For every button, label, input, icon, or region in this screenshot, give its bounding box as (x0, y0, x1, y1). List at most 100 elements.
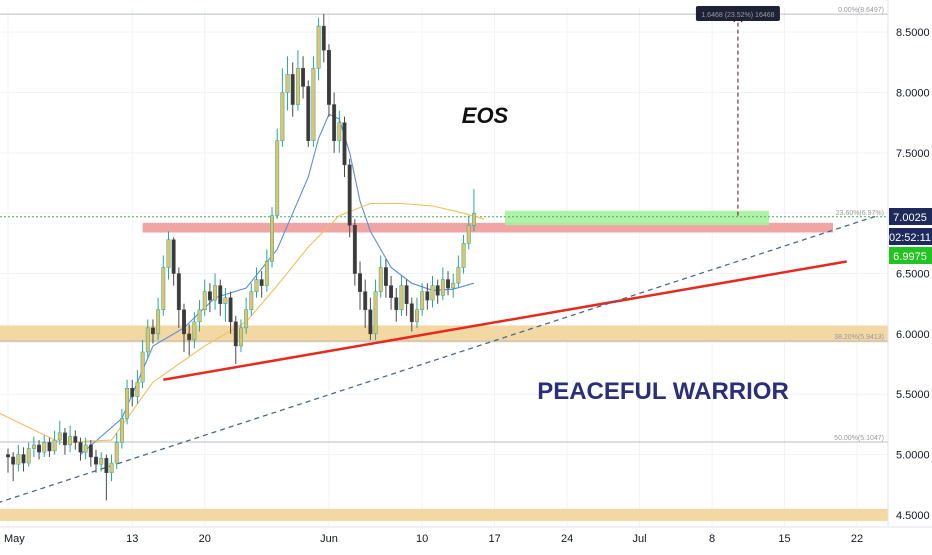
x-tick-label: Jun (320, 533, 338, 545)
candles (6, 14, 476, 501)
candle-body (42, 442, 47, 453)
candle-body (213, 285, 218, 301)
candle-body (135, 381, 140, 397)
candle-body (11, 456, 16, 465)
candle-body (166, 239, 171, 268)
x-tick-label: 10 (416, 533, 428, 545)
candle-body (352, 225, 357, 274)
candle-body (197, 309, 202, 323)
candle-body (306, 86, 311, 142)
candle-body (16, 454, 21, 465)
candle-body (73, 436, 78, 443)
candle-body (425, 291, 430, 301)
candle-body (327, 49, 331, 105)
watermark-text: PEACEFUL WARRIOR (537, 378, 789, 405)
y-tick-label: 7.5000 (896, 148, 930, 160)
candle-body (316, 25, 321, 69)
zone-support-bottom (0, 508, 888, 521)
candle-body (104, 457, 109, 473)
candle-body (228, 297, 233, 323)
candle-body (404, 285, 409, 304)
candle-body (373, 291, 378, 335)
candle-body (347, 164, 352, 226)
candle-body (161, 267, 166, 310)
candle-body (254, 279, 259, 292)
fib-label-bottom: 50.00%(5.1047) (834, 435, 884, 442)
candle-body (119, 418, 124, 443)
candle-body (249, 291, 254, 310)
candle-body (47, 442, 52, 452)
candle-body (62, 432, 67, 446)
candle-body (415, 309, 419, 323)
x-tick-label: 17 (488, 533, 500, 545)
price-zones (0, 210, 888, 521)
candle-body (52, 439, 57, 452)
x-tick-label: 15 (778, 533, 790, 545)
candle-body (337, 122, 342, 142)
candle-body (31, 444, 36, 449)
candle-body (125, 387, 130, 419)
dashed-trendline (0, 214, 878, 503)
y-tick-label: 5.5000 (896, 389, 930, 401)
candle-body (176, 273, 181, 310)
candle-body (461, 243, 466, 268)
y-tick-label: 8.0000 (896, 87, 930, 99)
candle-body (151, 327, 155, 335)
last-price-label: 7.0025 (893, 212, 927, 224)
candle-body (430, 285, 435, 301)
candle-body (342, 122, 347, 166)
x-tick-label: 24 (561, 533, 573, 545)
candle-body (280, 92, 285, 142)
fib-label-mid: 23.60%(6.97%) (836, 210, 884, 217)
y-tick-label: 5.0000 (896, 450, 930, 462)
x-tick-label: Jul (633, 533, 647, 545)
candle-body (420, 291, 425, 310)
candle-body (202, 291, 207, 310)
candle-body (368, 309, 373, 335)
candle-body (451, 282, 456, 289)
y-tick-label: 4.5000 (896, 510, 930, 522)
chart-title: EOS (462, 103, 509, 128)
candle-body (321, 25, 326, 51)
candle-body (456, 267, 461, 284)
last-price-tag (889, 208, 932, 225)
candle-body (270, 215, 274, 262)
candle-body (26, 448, 31, 464)
x-tick-label: 22 (851, 533, 863, 545)
trendlines (0, 214, 878, 503)
x-tick-label: May (4, 533, 25, 545)
candle-body (383, 267, 388, 286)
zone-support-top (0, 325, 888, 343)
candle-body (21, 454, 26, 464)
candle-body (78, 442, 83, 453)
candle-body (440, 279, 445, 296)
candle-body (358, 273, 362, 292)
bid-price-tag (889, 247, 932, 264)
y-tick-label: 8.5000 (896, 27, 930, 39)
candle-body (394, 297, 399, 310)
annotations: 1.6468 (23.52%) 16468 EOS PEACEFUL WARRIOR (462, 6, 789, 405)
candle-body (109, 462, 114, 473)
y-tick-label: 6.5000 (896, 269, 930, 281)
candle-body (207, 291, 212, 301)
x-tick-label: 20 (199, 533, 211, 545)
candle-body (275, 140, 280, 216)
candle-body (295, 68, 300, 105)
candle-body (187, 333, 192, 341)
candle-body (363, 291, 368, 310)
candle-body (223, 297, 228, 304)
candle-body (446, 279, 450, 289)
candle-body (301, 68, 306, 87)
candle-body (409, 303, 414, 323)
candle-body (399, 285, 404, 310)
candle-body (378, 267, 383, 292)
candle-body (259, 279, 264, 286)
bid-price-label: 6.9975 (893, 251, 927, 263)
candle-body (239, 327, 243, 347)
candle-body (99, 457, 104, 465)
candle-body (140, 351, 145, 383)
candle-body (83, 444, 88, 453)
